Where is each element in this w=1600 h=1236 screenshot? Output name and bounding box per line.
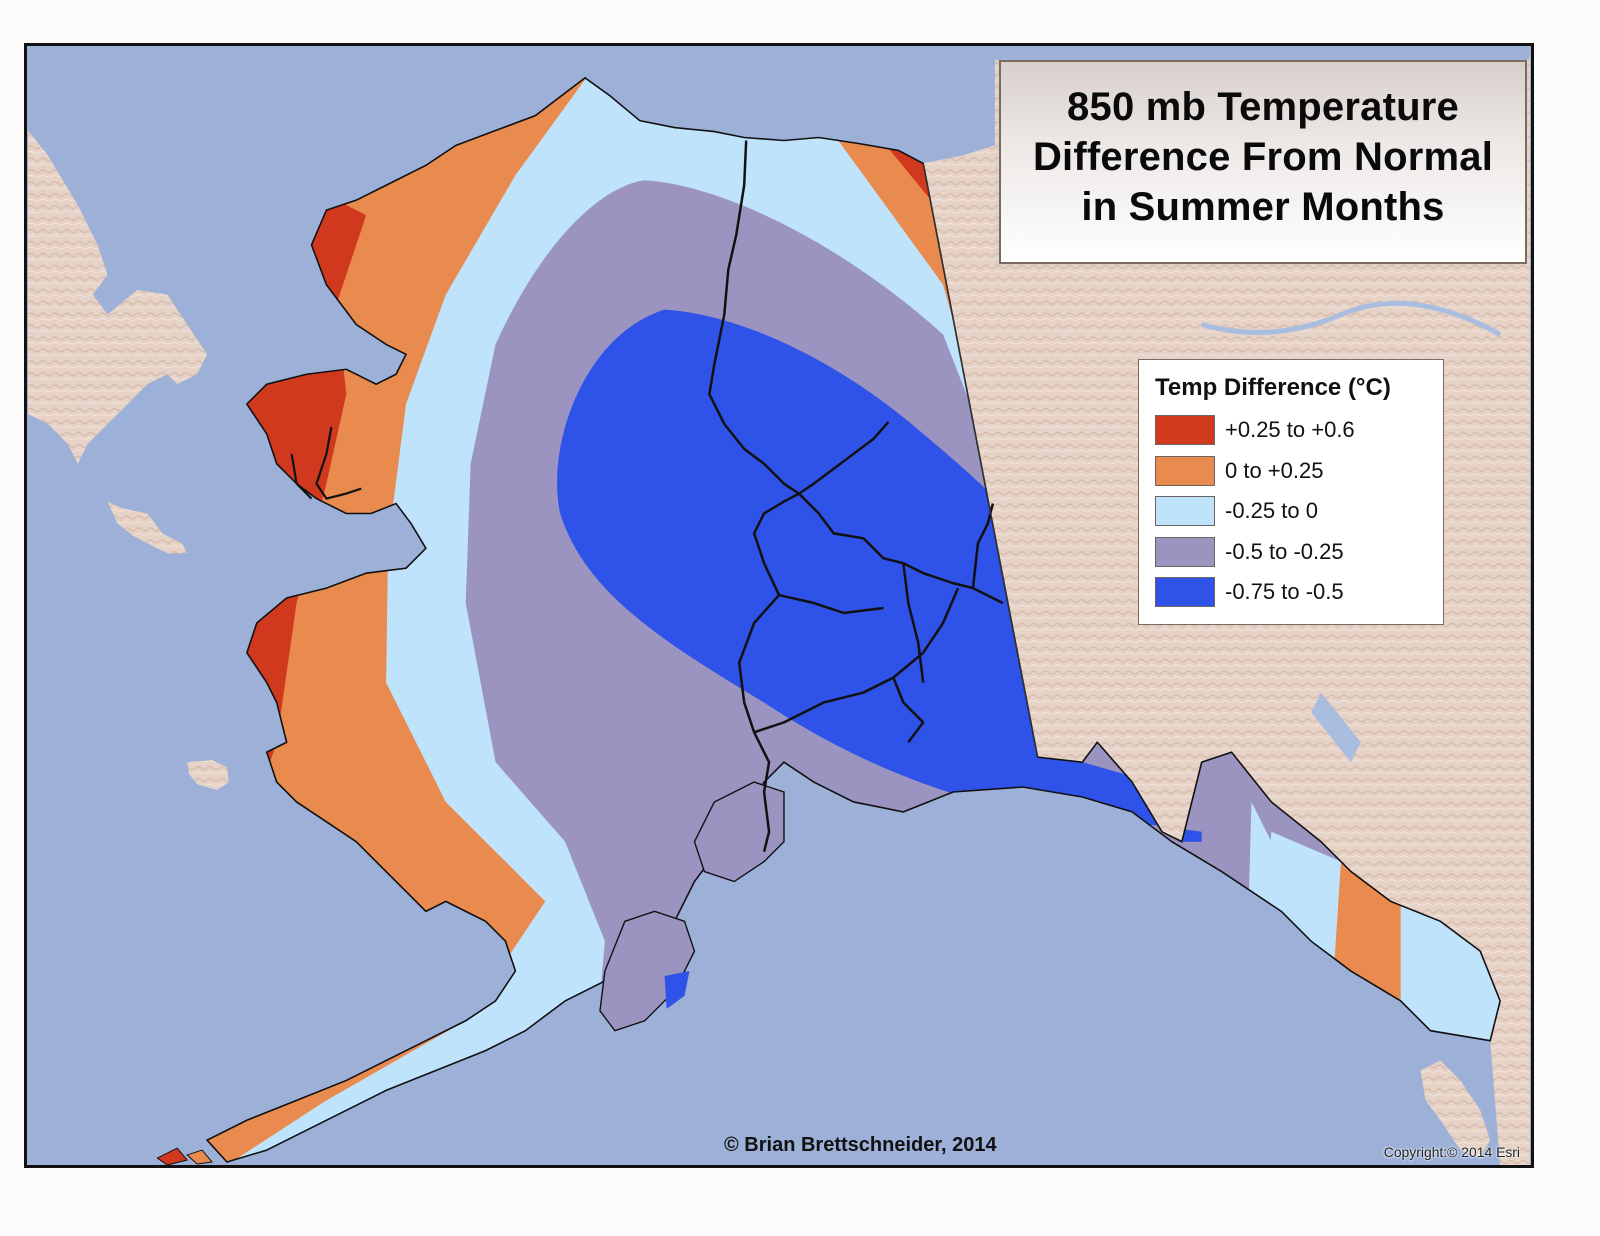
map-frame: Copyright:© 2014 Esri 850 mb Temperature… — [24, 43, 1534, 1168]
legend-title: Temp Difference (°C) — [1155, 374, 1391, 401]
legend: Temp Difference (°C) +0.25 to +0.6 0 to … — [1138, 359, 1444, 625]
legend-swatch-red — [1155, 415, 1215, 446]
st-lawrence-island — [107, 501, 188, 554]
title-line-1: 850 mb Temperature — [1067, 85, 1459, 129]
legend-item-cool-low: -0.25 to 0 — [1155, 491, 1443, 532]
legend-item-warm-high: +0.25 to +0.6 — [1155, 410, 1443, 451]
canada-border — [922, 163, 1039, 758]
legend-label: 0 to +0.25 — [1225, 457, 1324, 483]
st-matthew-island — [187, 760, 229, 791]
haida-gwaii — [1420, 1060, 1491, 1159]
legend-item-cool-mid: -0.5 to -0.25 — [1155, 532, 1443, 573]
legend-swatch-purple — [1155, 536, 1215, 567]
legend-swatch-light-blue — [1155, 496, 1215, 527]
legend-label: -0.75 to -0.5 — [1225, 579, 1344, 605]
esri-copyright: Copyright:© 2014 Esri — [1384, 1144, 1520, 1160]
legend-item-cool-high: -0.75 to -0.5 — [1155, 572, 1443, 613]
rivers — [290, 426, 362, 500]
kodiak-blue-patch — [664, 971, 690, 1009]
canada-lake — [1311, 692, 1361, 763]
legend-label: -0.5 to -0.25 — [1225, 538, 1344, 564]
title-line-2: Difference From Normal — [1032, 135, 1494, 179]
road-network — [708, 140, 1004, 852]
chukotka-landmass — [28, 130, 208, 464]
yukon-river — [1201, 300, 1502, 337]
legend-label: -0.25 to 0 — [1225, 498, 1318, 524]
kodiak-island — [599, 910, 696, 1032]
legend-item-warm-low: 0 to +0.25 — [1155, 451, 1443, 492]
author-credit: © Brian Brettschneider, 2014 — [724, 1134, 997, 1156]
map-canvas[interactable]: Copyright:© 2014 Esri — [27, 46, 1531, 1165]
legend-swatch-orange — [1155, 455, 1215, 486]
aleutian-islands — [156, 1147, 213, 1165]
map-title-box: 850 mb Temperature Difference From Norma… — [999, 60, 1527, 264]
legend-swatch-blue — [1155, 577, 1215, 608]
legend-label: +0.25 to +0.6 — [1225, 417, 1355, 443]
title-line-3: in Summer Months — [1081, 185, 1445, 229]
alaska-coastline — [205, 76, 1501, 1163]
